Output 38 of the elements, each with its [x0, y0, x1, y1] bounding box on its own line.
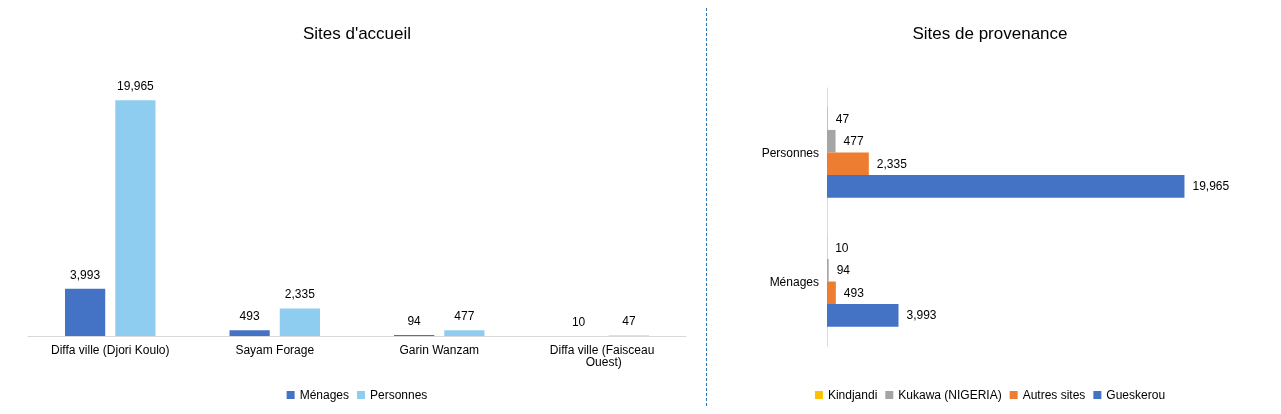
data-label: 2,335 [284, 287, 316, 302]
x-tick-label: Diffa ville (Faisceau Ouest) [549, 343, 658, 369]
chart-title: Sites d'accueil [302, 24, 412, 43]
data-label: 493 [843, 285, 865, 300]
data-label: 47 [622, 314, 636, 329]
bar [65, 288, 106, 336]
bar [229, 330, 270, 336]
legend-label: Personnes [370, 388, 428, 402]
bar [279, 308, 320, 336]
x-tick-label: Sayam Forage [235, 343, 315, 357]
data-label: 2,335 [876, 156, 908, 171]
bar [115, 100, 156, 336]
data-label: 19,965 [117, 79, 155, 94]
legend-label: Ménages [299, 388, 350, 402]
data-label: 3,993 [906, 308, 937, 323]
data-label: 493 [239, 309, 260, 324]
chart-title: Sites de provenance [912, 24, 1068, 43]
data-label: 94 [836, 263, 851, 278]
x-tick-label: Garin Wanzam [399, 343, 480, 357]
bar [827, 304, 899, 327]
bar [444, 330, 485, 336]
legend-label: Kukawa (NIGERIA) [898, 388, 1002, 402]
legend-label: Kindjandi [827, 388, 878, 402]
data-label: 94 [407, 313, 422, 328]
bar [827, 175, 1185, 198]
legend-label: Autres sites [1022, 388, 1086, 402]
data-label: 19,965 [1192, 179, 1230, 194]
data-label: 477 [454, 309, 475, 324]
data-label: 477 [843, 134, 864, 149]
x-tick-label: Diffa ville (Djori Koulo) [51, 343, 170, 357]
data-label: 10 [571, 314, 586, 329]
bar [827, 281, 836, 305]
bar [827, 129, 836, 153]
bar [827, 152, 869, 176]
data-label: 10 [835, 240, 849, 255]
legend-label: Gueskerou [1106, 388, 1166, 402]
data-label: 3,993 [70, 267, 101, 282]
data-label: 47 [835, 111, 850, 126]
